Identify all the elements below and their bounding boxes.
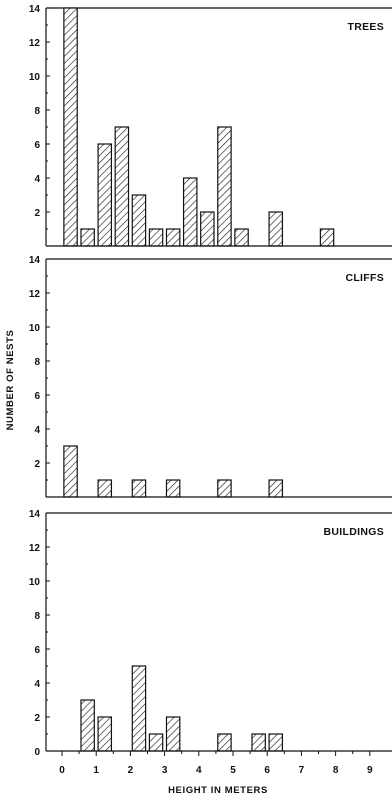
panel-cliffs-bars (63, 445, 284, 498)
panel-buildings-ytick-label: 14 (29, 509, 41, 520)
x-tick-label: 2 (128, 765, 134, 776)
panel-cliffs-label: CLIFFS (345, 272, 384, 284)
panel-buildings-bar (251, 733, 266, 752)
panel-buildings-ytick-label: 10 (29, 577, 41, 588)
panel-trees: TREES 14 12 10 8 6 4 2 (29, 4, 392, 247)
panel-trees-bar (165, 228, 181, 247)
panel-trees-ytick-label: 2 (34, 208, 40, 219)
panel-cliffs-ytick-label: 4 (34, 425, 40, 436)
panel-trees-bars (63, 7, 335, 247)
x-tick-label: 0 (59, 765, 65, 776)
panel-cliffs-ytick-label: 8 (34, 357, 40, 368)
panel-trees-bar (234, 228, 249, 247)
panel-cliffs-ytick-label: 14 (29, 255, 41, 266)
panel-trees-bar (114, 126, 130, 247)
panel-buildings-ytick-label: 0 (34, 747, 40, 758)
panel-cliffs-bar (217, 479, 232, 498)
panel-buildings-bar (97, 716, 113, 752)
panel-trees-bar (131, 194, 147, 247)
panel-buildings-bar (165, 716, 181, 752)
panel-trees-bar (63, 7, 78, 247)
x-axis-title: HEIGHT IN METERS (168, 785, 268, 796)
panel-cliffs-ytick-label: 12 (29, 289, 41, 300)
panel-trees-bar (319, 228, 335, 247)
panel-buildings-bar (268, 733, 284, 752)
y-axis-title: NUMBER OF NESTS (5, 330, 16, 431)
x-axis-ticks: 0 1 2 3 4 5 6 7 8 9 (59, 751, 373, 776)
panel-trees-bar (200, 211, 215, 247)
panel-cliffs-bar (268, 479, 284, 498)
panel-trees-bar (97, 143, 113, 247)
panel-trees-ytick-label: 14 (29, 4, 41, 15)
panel-cliffs-ytick-label: 6 (34, 391, 40, 402)
panel-buildings-bar (217, 733, 232, 752)
panel-trees-bar (182, 177, 198, 247)
panel-buildings: BUILDINGS 14 12 10 8 6 4 2 0 (29, 509, 392, 758)
panel-trees-ytick-label: 8 (34, 106, 40, 117)
panel-trees-ytick-label: 6 (34, 140, 40, 151)
panel-cliffs-ytick-label: 10 (29, 323, 41, 334)
x-tick-label: 4 (196, 765, 202, 776)
panel-trees-bar (80, 228, 95, 247)
panel-buildings-bar (80, 699, 95, 752)
x-tick-label: 3 (162, 765, 168, 776)
panel-cliffs-bar (63, 445, 78, 498)
panel-trees-ytick-label: 4 (34, 174, 40, 185)
panel-buildings-ytick-label: 4 (34, 679, 40, 690)
panel-buildings-yticks: 14 12 10 8 6 4 2 0 (29, 509, 50, 758)
panel-buildings-bar (131, 665, 147, 752)
x-tick-label: 5 (230, 765, 236, 776)
panel-buildings-bars (80, 665, 284, 752)
panel-trees-bar (217, 126, 232, 247)
panel-trees-ytick-label: 12 (29, 38, 41, 49)
panel-buildings-ytick-label: 6 (34, 645, 40, 656)
panel-cliffs-ytick-label: 2 (34, 459, 40, 470)
x-tick-label: 7 (299, 765, 305, 776)
panel-buildings-bar (148, 733, 164, 752)
x-tick-label: 8 (333, 765, 339, 776)
panel-cliffs-bar (97, 479, 113, 498)
panel-trees-yticks: 14 12 10 8 6 4 2 (29, 4, 50, 230)
panel-cliffs-yticks: 14 12 10 8 6 4 2 (29, 255, 50, 481)
panel-buildings-ytick-label: 8 (34, 611, 40, 622)
panel-cliffs-bar (131, 479, 147, 498)
x-tick-label: 9 (367, 765, 373, 776)
panel-buildings-ytick-label: 2 (34, 713, 40, 724)
panel-buildings-ytick-label: 12 (29, 543, 41, 554)
panel-cliffs: CLIFFS 14 12 10 8 6 4 2 (29, 255, 392, 498)
panel-trees-bar (268, 211, 284, 247)
x-tick-label: 1 (93, 765, 99, 776)
panel-cliffs-bar (165, 479, 181, 498)
panel-trees-bar (148, 228, 164, 247)
panel-buildings-label: BUILDINGS (324, 526, 384, 538)
panel-trees-ytick-label: 10 (29, 72, 41, 83)
x-tick-label: 6 (264, 765, 270, 776)
panel-trees-label: TREES (347, 21, 384, 33)
